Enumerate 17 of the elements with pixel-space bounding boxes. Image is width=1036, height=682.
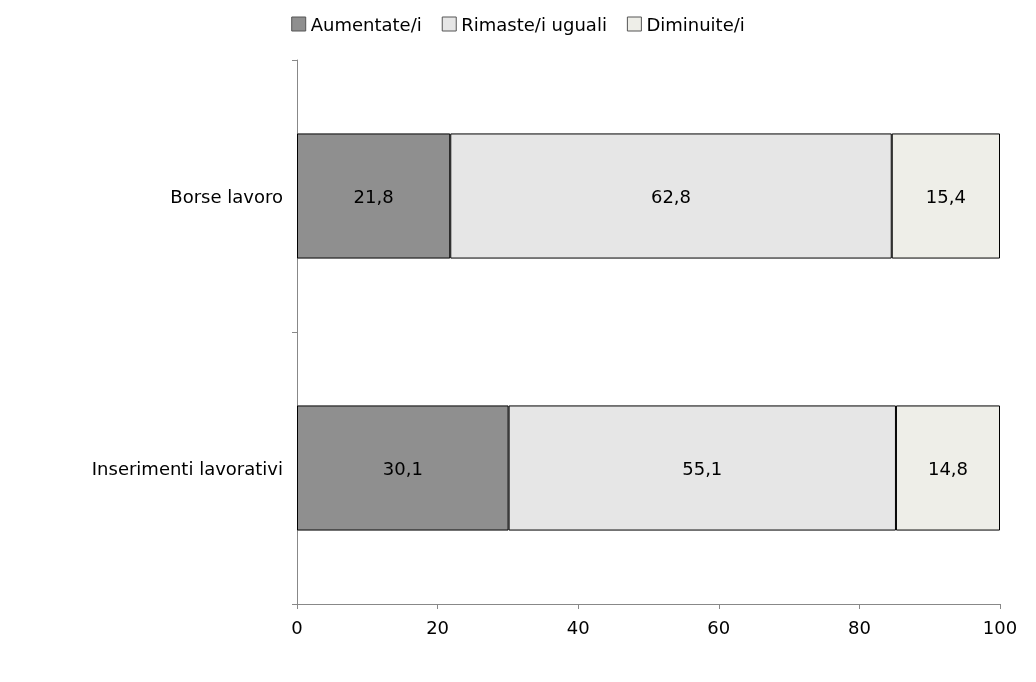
legend-label: Rimaste/i uguali (461, 13, 607, 35)
data-label: 21,8 (353, 185, 394, 207)
data-label: 30,1 (382, 457, 423, 479)
x-tick-label: 0 (291, 616, 303, 638)
x-tick-label: 60 (707, 616, 731, 638)
y-tick-label: Borse lavoro (170, 185, 283, 207)
x-tick-label: 80 (847, 616, 871, 638)
data-label: 14,8 (927, 457, 969, 479)
legend-label: Diminuite/i (646, 13, 745, 35)
x-tick-label: 20 (426, 616, 450, 638)
x-tick-label: 100 (982, 616, 1018, 638)
data-label: 55,1 (682, 457, 723, 479)
data-label: 62,8 (650, 185, 692, 207)
x-tick-label: 40 (566, 616, 590, 638)
y-tick-label: Inserimenti lavorativi (91, 457, 283, 479)
legend-label: Aumentate/i (310, 13, 422, 35)
data-label: 15,4 (925, 185, 966, 207)
